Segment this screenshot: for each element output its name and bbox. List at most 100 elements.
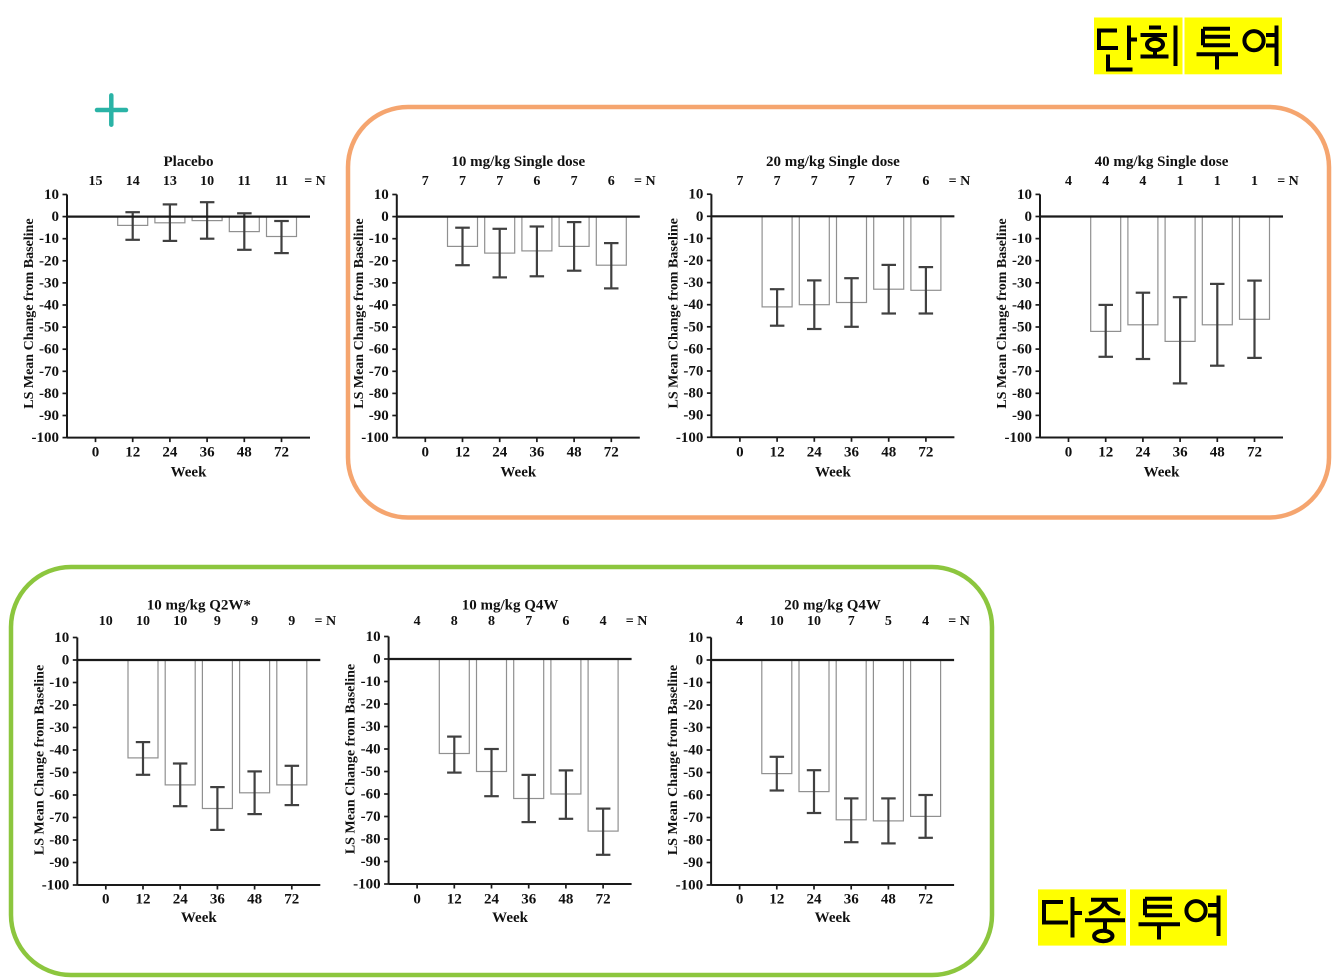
svg-text:36: 36 (200, 445, 216, 461)
svg-text:-40: -40 (49, 743, 69, 759)
svg-text:LS Mean Change from Baseline: LS Mean Change from Baseline (995, 218, 1010, 408)
svg-text:-70: -70 (683, 364, 703, 380)
svg-text:48: 48 (558, 892, 573, 908)
svg-text:8: 8 (451, 614, 458, 629)
svg-text:-100: -100 (353, 877, 381, 893)
svg-text:Week: Week (815, 910, 851, 926)
svg-text:24: 24 (1135, 445, 1151, 461)
svg-text:10: 10 (173, 614, 187, 629)
svg-text:-50: -50 (49, 765, 69, 781)
svg-text:-30: -30 (361, 719, 381, 735)
svg-text:-60: -60 (369, 342, 389, 358)
svg-text:= N: = N (949, 174, 971, 189)
svg-text:-100: -100 (676, 878, 704, 894)
svg-text:-20: -20 (683, 253, 703, 269)
svg-text:-10: -10 (49, 675, 69, 691)
svg-text:36: 36 (844, 892, 860, 908)
svg-text:LS Mean Change from Baseline: LS Mean Change from Baseline (32, 665, 47, 855)
svg-text:-70: -70 (361, 809, 381, 825)
svg-text:48: 48 (247, 892, 262, 908)
svg-text:0: 0 (736, 445, 744, 461)
svg-text:-10: -10 (683, 231, 703, 247)
svg-text:-80: -80 (361, 832, 381, 848)
svg-text:12: 12 (1098, 445, 1113, 461)
svg-text:4: 4 (1102, 174, 1109, 189)
svg-text:72: 72 (274, 445, 289, 461)
svg-text:6: 6 (533, 174, 540, 189)
svg-text:6: 6 (608, 174, 615, 189)
svg-text:-40: -40 (39, 298, 59, 314)
svg-text:LS Mean Change from Baseline: LS Mean Change from Baseline (344, 664, 359, 854)
svg-text:-10: -10 (361, 674, 381, 690)
svg-text:72: 72 (1247, 445, 1262, 461)
svg-text:-100: -100 (32, 430, 60, 446)
svg-text:-60: -60 (683, 788, 703, 804)
svg-text:-20: -20 (1012, 253, 1032, 269)
svg-text:10 mg/kg Q4W: 10 mg/kg Q4W (462, 598, 559, 614)
svg-text:12: 12 (136, 892, 151, 908)
svg-text:0: 0 (381, 209, 389, 225)
svg-text:72: 72 (596, 892, 611, 908)
svg-text:-60: -60 (1012, 342, 1032, 358)
svg-text:-90: -90 (1012, 408, 1032, 424)
svg-text:24: 24 (807, 892, 823, 908)
svg-text:12: 12 (455, 445, 470, 461)
svg-text:-20: -20 (49, 698, 69, 714)
svg-text:48: 48 (237, 445, 252, 461)
svg-text:11: 11 (275, 174, 288, 189)
svg-text:-60: -60 (361, 787, 381, 803)
svg-text:-70: -70 (1012, 364, 1032, 380)
svg-text:10: 10 (54, 630, 69, 646)
svg-text:Placebo: Placebo (164, 154, 214, 170)
svg-text:-80: -80 (39, 386, 59, 402)
svg-text:-60: -60 (39, 342, 59, 358)
svg-text:-80: -80 (49, 833, 69, 849)
svg-text:10: 10 (99, 614, 113, 629)
svg-text:-50: -50 (39, 320, 59, 336)
svg-text:-60: -60 (683, 341, 703, 357)
svg-text:7: 7 (811, 174, 818, 189)
svg-text:7: 7 (571, 174, 578, 189)
svg-text:Week: Week (1144, 465, 1180, 481)
svg-text:-40: -40 (361, 742, 381, 758)
svg-text:7: 7 (885, 174, 892, 189)
svg-text:13: 13 (163, 174, 177, 189)
svg-text:36: 36 (521, 892, 537, 908)
svg-text:1: 1 (1177, 174, 1184, 189)
svg-text:10: 10 (770, 614, 784, 629)
svg-text:0: 0 (736, 892, 744, 908)
svg-text:Week: Week (815, 465, 851, 481)
svg-text:-40: -40 (1012, 297, 1032, 313)
svg-text:LS Mean Change from Baseline: LS Mean Change from Baseline (666, 218, 681, 408)
svg-text:6: 6 (562, 614, 569, 629)
svg-text:-50: -50 (1012, 320, 1032, 336)
svg-text:7: 7 (774, 174, 781, 189)
svg-text:0: 0 (413, 892, 421, 908)
svg-text:9: 9 (251, 614, 258, 629)
svg-text:12: 12 (770, 445, 785, 461)
svg-text:36: 36 (1173, 445, 1189, 461)
svg-text:-50: -50 (683, 765, 703, 781)
svg-text:-40: -40 (683, 743, 703, 759)
svg-text:10: 10 (688, 187, 703, 203)
svg-text:-90: -90 (361, 854, 381, 870)
svg-text:36: 36 (844, 445, 860, 461)
svg-text:36: 36 (529, 445, 545, 461)
svg-text:48: 48 (567, 445, 582, 461)
svg-text:48: 48 (881, 892, 896, 908)
svg-text:-10: -10 (369, 231, 389, 247)
svg-text:= N: = N (1277, 174, 1299, 189)
svg-text:12: 12 (447, 892, 462, 908)
svg-text:4: 4 (736, 614, 743, 629)
svg-text:20 mg/kg Q4W: 20 mg/kg Q4W (784, 598, 881, 614)
svg-text:-20: -20 (39, 253, 59, 269)
svg-text:= N: = N (948, 614, 970, 629)
svg-text:8: 8 (488, 614, 495, 629)
svg-text:-30: -30 (49, 720, 69, 736)
svg-text:10: 10 (688, 630, 703, 646)
svg-text:10: 10 (366, 629, 381, 645)
svg-text:7: 7 (496, 174, 503, 189)
svg-text:40 mg/kg Single dose: 40 mg/kg Single dose (1095, 154, 1229, 170)
svg-text:Week: Week (181, 910, 217, 926)
svg-text:-80: -80 (369, 386, 389, 402)
